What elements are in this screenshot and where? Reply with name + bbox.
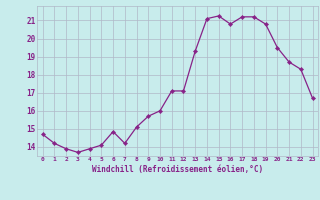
X-axis label: Windchill (Refroidissement éolien,°C): Windchill (Refroidissement éolien,°C) <box>92 165 263 174</box>
